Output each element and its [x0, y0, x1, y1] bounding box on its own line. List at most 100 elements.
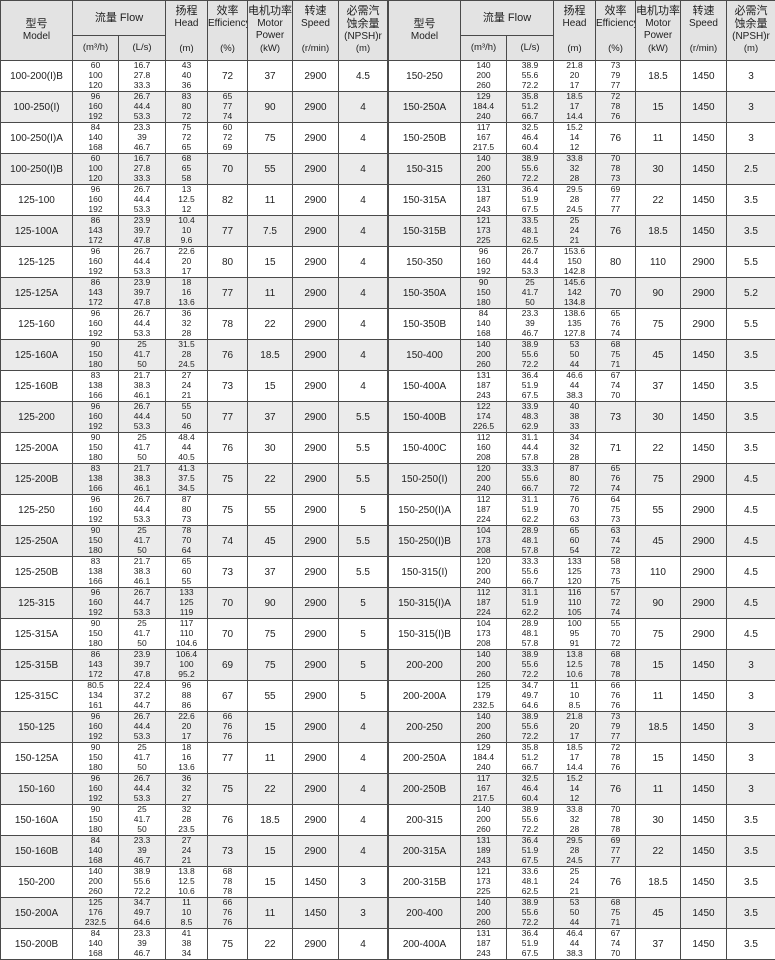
cell-head: 87 80 73: [165, 494, 208, 526]
cell-motor-power: 22: [247, 773, 293, 805]
cell-motor-power: 18.5: [247, 339, 293, 371]
cell-flow-m3h: 90 150 180: [72, 742, 119, 774]
cell-npshr: 3.5: [726, 401, 775, 433]
column-header-head: 扬程 Head (m): [165, 0, 208, 61]
cell-flow-m3h: 86 143 172: [72, 277, 119, 309]
cell-motor-power: 90: [247, 587, 293, 619]
table-row: 125-315A 90 150 180 25 41.7 50 117 110 104.6 70 75 2…: [0, 618, 388, 650]
cell-flow-m3h: 90 150 180: [72, 618, 119, 650]
cell-flow-ls: 38.9 55.6 72.2: [506, 153, 554, 185]
cell-flow-m3h: 112 187 224: [460, 587, 507, 619]
cell-efficiency: 72: [207, 60, 248, 92]
cell-motor-power: 11: [635, 680, 681, 712]
cell-npshr: 4: [338, 339, 388, 371]
cell-motor-power: 18.5: [635, 215, 681, 247]
table-row: 150-315 140 200 260 38.9 55.6 72.2 33.8 32 28 70 78…: [388, 153, 775, 185]
cell-head: 29.5 28 24.5: [553, 184, 596, 216]
table-row: 200-400A 131 187 243 36.4 51.9 67.5 46.4 44 38.3 6…: [388, 928, 775, 960]
cell-npshr: 3: [726, 680, 775, 712]
cell-model: 150-160A: [0, 804, 73, 836]
cell-motor-power: 22: [635, 835, 681, 867]
cell-flow-m3h: 140 200 260: [460, 711, 507, 743]
cell-npshr: 4.5: [726, 556, 775, 588]
cell-flow-ls: 31.1 51.9 62.2: [506, 587, 554, 619]
cell-npshr: 3: [726, 742, 775, 774]
cell-flow-ls: 38.9 55.6 72.2: [506, 897, 554, 929]
cell-efficiency: 58 73 75: [595, 556, 636, 588]
column-header-flow: 流量 Flow: [72, 0, 166, 36]
cell-motor-power: 11: [247, 277, 293, 309]
cell-head: 53 50 44: [553, 339, 596, 371]
cell-speed: 2900: [292, 370, 339, 402]
cell-flow-ls: 31.1 44.4 57.8: [506, 432, 554, 464]
table-row: 150-250B 117 167 217.5 32.5 46.4 60.4 15.2 14 12 7…: [388, 122, 775, 154]
cell-flow-ls: 26.7 44.4 53.3: [118, 773, 166, 805]
cell-flow-ls: 33.9 48.3 62.9: [506, 401, 554, 433]
cell-flow-m3h: 140 200 260: [460, 649, 507, 681]
cell-motor-power: 90: [635, 277, 681, 309]
cell-npshr: 4: [338, 153, 388, 185]
cell-speed: 1450: [680, 742, 727, 774]
cell-flow-m3h: 96 160 192: [460, 246, 507, 278]
column-header-flow-ls: (L/s): [118, 35, 166, 61]
cell-head: 83 80 72: [165, 91, 208, 123]
cell-model: 100-250(I): [0, 91, 73, 123]
cell-flow-ls: 26.7 44.4 53.3: [118, 308, 166, 340]
cell-npshr: 4: [338, 122, 388, 154]
cell-head: 65 60 54: [553, 525, 596, 557]
cell-head: 41.3 37.5 34.5: [165, 463, 208, 495]
column-header-model: 型号 Model: [388, 0, 461, 61]
cell-head: 32 28 23.5: [165, 804, 208, 836]
cell-head: 78 70 64: [165, 525, 208, 557]
cell-efficiency: 80: [595, 246, 636, 278]
cell-npshr: 5: [338, 494, 388, 526]
cell-flow-m3h: 112 160 208: [460, 432, 507, 464]
cell-speed: 2900: [292, 91, 339, 123]
cell-motor-power: 18.5: [247, 804, 293, 836]
cell-speed: 2900: [292, 432, 339, 464]
cell-flow-m3h: 84 140 168: [460, 308, 507, 340]
cell-flow-m3h: 122 174 226.5: [460, 401, 507, 433]
table-row: 150-250(I)B 104 173 208 28.9 48.1 57.8 65 60 54 63…: [388, 525, 775, 557]
cell-head: 75 72 65: [165, 122, 208, 154]
cell-npshr: 3.5: [726, 804, 775, 836]
column-header-speed: 转速 Speed (r/min): [680, 0, 727, 61]
cell-model: 150-250(I): [388, 463, 461, 495]
cell-speed: 1450: [680, 649, 727, 681]
table-row: 150-125 96 160 192 26.7 44.4 53.3 22.6 20 17 66 76 7…: [0, 711, 388, 743]
cell-speed: 1450: [680, 897, 727, 929]
table-row: 100-250(I) 96 160 192 26.7 44.4 53.3 83 80 72 65 77…: [0, 91, 388, 123]
cell-flow-m3h: 90 150 180: [72, 432, 119, 464]
cell-head: 21.8 20 17: [553, 60, 596, 92]
cell-efficiency: 76: [595, 866, 636, 898]
cell-motor-power: 15: [247, 866, 293, 898]
spec-table-right: 型号 Model 流量 Flow 扬程 Head (m) 效率 Efficiency (%) 电机…: [388, 0, 775, 960]
cell-flow-m3h: 125 179 232.5: [460, 680, 507, 712]
cell-motor-power: 37: [635, 370, 681, 402]
column-header-flow-ls: (L/s): [506, 35, 554, 61]
cell-head: 117 110 104.6: [165, 618, 208, 650]
cell-speed: 1450: [680, 153, 727, 185]
cell-flow-ls: 31.1 51.9 62.2: [506, 494, 554, 526]
cell-flow-ls: 34.7 49.7 64.6: [506, 680, 554, 712]
cell-efficiency: 70 78 78: [595, 804, 636, 836]
cell-speed: 2900: [292, 742, 339, 774]
cell-model: 125-200: [0, 401, 73, 433]
cell-motor-power: 110: [635, 556, 681, 588]
cell-flow-ls: 26.7 44.7 53.3: [118, 587, 166, 619]
cell-model: 150-315A: [388, 184, 461, 216]
cell-efficiency: 72 78 76: [595, 91, 636, 123]
cell-flow-ls: 36.4 51.9 67.5: [506, 835, 554, 867]
table-row: 200-315B 121 173 225 33.6 48.1 62.5 25 24 21 76 18.…: [388, 866, 775, 898]
cell-efficiency: 80: [207, 246, 248, 278]
cell-flow-ls: 25 41.7 50: [118, 804, 166, 836]
cell-flow-m3h: 84 140 168: [72, 928, 119, 960]
cell-model: 150-250(I)B: [388, 525, 461, 557]
cell-head: 100 95 91: [553, 618, 596, 650]
cell-model: 150-125: [0, 711, 73, 743]
cell-flow-m3h: 131 189 243: [460, 835, 507, 867]
cell-flow-ls: 36.4 51.9 67.5: [506, 184, 554, 216]
cell-speed: 2900: [680, 618, 727, 650]
cell-speed: 1450: [680, 773, 727, 805]
cell-flow-m3h: 84 140 168: [72, 835, 119, 867]
